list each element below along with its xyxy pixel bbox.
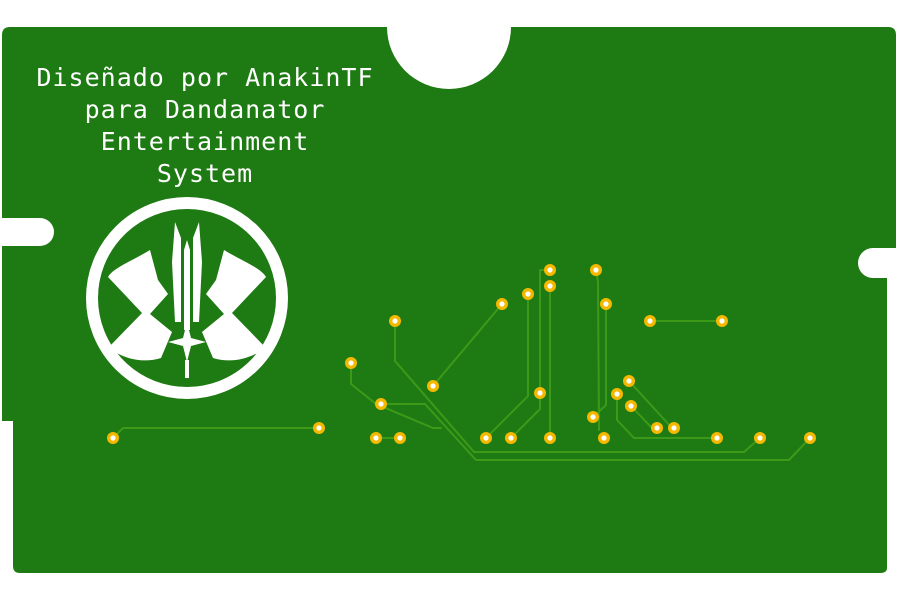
via-pad <box>544 280 556 292</box>
via-pad <box>389 315 401 327</box>
via-pad <box>754 432 766 444</box>
via-pad <box>375 398 387 410</box>
trace <box>485 293 529 439</box>
via-pad <box>625 400 637 412</box>
via-pad <box>345 357 357 369</box>
via-pad <box>668 422 680 434</box>
trace <box>394 320 761 453</box>
via-pad <box>370 432 382 444</box>
via-pad <box>587 411 599 423</box>
via-pad <box>544 264 556 276</box>
silkscreen-line: System <box>156 159 254 188</box>
trace <box>424 403 811 461</box>
via-pad <box>590 264 602 276</box>
via-pad <box>107 432 119 444</box>
trace <box>628 380 673 429</box>
silkscreen-line: para Dandanator <box>84 95 326 124</box>
trace <box>616 393 718 439</box>
dandanator-emblem-icon <box>86 197 288 399</box>
trace <box>432 303 503 387</box>
silkscreen-credit-text: Diseñado por AnakinTF para Dandanator En… <box>30 62 380 190</box>
via-pad <box>505 432 517 444</box>
silkscreen-line: Entertainment <box>100 127 310 156</box>
via-pad <box>394 432 406 444</box>
via-pad <box>534 387 546 399</box>
via-pad <box>644 315 656 327</box>
via-pad <box>600 298 612 310</box>
via-pad <box>804 432 816 444</box>
via-pad <box>522 288 534 300</box>
via-pad <box>480 432 492 444</box>
silkscreen-line: Diseñado por AnakinTF <box>36 63 374 92</box>
via-pad <box>711 432 723 444</box>
via-pad <box>716 315 728 327</box>
via-pad <box>544 432 556 444</box>
via-pad <box>427 380 439 392</box>
via-pad <box>623 375 635 387</box>
via-pad <box>651 422 663 434</box>
via-pad <box>598 432 610 444</box>
via-pad <box>496 298 508 310</box>
board-outline <box>2 27 896 573</box>
via-pad <box>611 388 623 400</box>
via-pad <box>313 422 325 434</box>
pad-layer <box>107 264 816 444</box>
